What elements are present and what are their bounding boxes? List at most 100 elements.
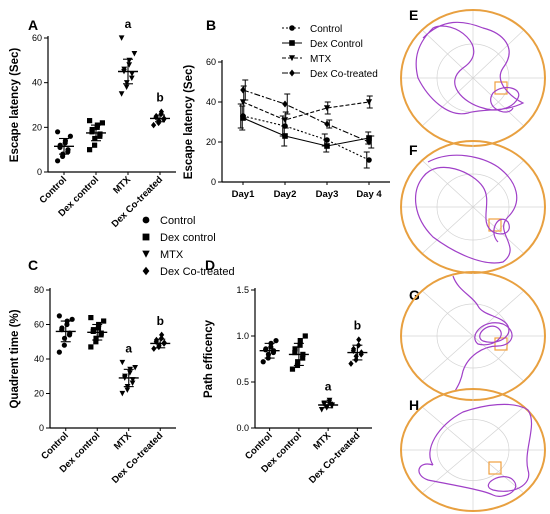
series-line: [242, 89, 370, 143]
series-line: [242, 115, 370, 161]
data-point: [55, 158, 61, 164]
y-tick-label: 0: [39, 423, 44, 433]
legend-label: Control: [160, 215, 195, 227]
panel-label-d: D: [205, 257, 215, 273]
significance-letter: a: [125, 17, 132, 31]
data-point: [323, 105, 331, 112]
data-point: [318, 407, 325, 413]
significance-letter: b: [156, 91, 163, 105]
data-point: [295, 359, 301, 365]
legend-marker: [288, 55, 296, 62]
data-point: [93, 335, 99, 341]
x-category-label: MTX: [112, 430, 134, 452]
y-tick-label: 80: [34, 285, 44, 295]
legend-marker: [142, 266, 150, 276]
y-tick-label: 60: [34, 320, 44, 330]
data-point: [119, 359, 126, 366]
track-panel-h: [400, 388, 546, 512]
x-tick-label: Day3: [316, 189, 339, 200]
legend-marker: [142, 250, 150, 258]
data-point: [356, 336, 362, 343]
data-point: [90, 327, 97, 333]
data-point: [132, 365, 139, 371]
pool-boundary: [400, 388, 546, 512]
series-line: [242, 101, 370, 121]
data-point: [56, 349, 62, 355]
y-tick-label: 20: [206, 137, 216, 147]
swim-track: [415, 154, 518, 264]
legend-label: Dex Co-treated: [310, 69, 378, 80]
x-tick-label: Day1: [232, 189, 255, 200]
panel-label-c: C: [28, 257, 38, 273]
significance-letter: b: [157, 314, 164, 328]
data-point: [101, 318, 107, 324]
significance-letter: b: [354, 319, 361, 333]
data-point: [119, 390, 126, 397]
data-point: [88, 344, 94, 350]
data-point: [92, 135, 98, 142]
data-point: [61, 335, 68, 341]
significance-letter: a: [325, 379, 332, 393]
data-point: [118, 35, 125, 41]
legend-label: Control: [310, 24, 342, 35]
data-point: [151, 121, 157, 129]
pool-inner-ring: [436, 419, 510, 481]
y-tick-label: 0.0: [236, 423, 249, 433]
legend-label: MTX: [160, 249, 184, 261]
data-point: [281, 117, 289, 124]
data-point: [97, 131, 103, 137]
data-point: [99, 120, 105, 126]
data-point: [93, 339, 99, 345]
data-point: [273, 338, 279, 344]
track-panel-g: [400, 271, 546, 401]
chart-b: 0 20 40 60 Escape latency (Sec) Day1 Day2 Day3 D…: [183, 24, 390, 200]
panel-label-g: G: [409, 287, 420, 303]
panel-label-f: F: [409, 142, 418, 158]
data-point: [297, 338, 303, 344]
y-tick-label: 60: [206, 57, 216, 67]
data-point: [67, 133, 73, 139]
legend-marker: [289, 25, 295, 31]
data-point: [239, 99, 247, 106]
y-tick-label: 0.5: [236, 377, 249, 387]
data-point: [92, 142, 98, 148]
swim-track: [415, 21, 525, 115]
legend-label: Dex Control: [310, 39, 363, 50]
data-point: [131, 51, 138, 57]
data-point: [124, 387, 131, 393]
data-point: [302, 333, 308, 339]
y-tick-label: 20: [32, 122, 42, 132]
panel-label-a: A: [28, 17, 38, 33]
data-point: [348, 360, 354, 367]
data-point: [240, 86, 246, 94]
data-point: [282, 133, 288, 139]
panel-label-b: B: [206, 17, 216, 33]
track-panel-f: [400, 140, 546, 274]
data-point: [55, 129, 61, 135]
significance-letter: a: [125, 341, 132, 355]
data-point: [118, 91, 125, 97]
data-point: [366, 138, 372, 146]
y-tick-label: 60: [32, 33, 42, 43]
pool-inner-ring: [436, 303, 510, 369]
data-point: [123, 84, 130, 90]
data-point: [300, 355, 306, 361]
data-point: [128, 75, 135, 82]
x-category-label: Dex Co-treated: [307, 430, 363, 486]
panel-label-e: E: [409, 7, 418, 23]
data-point: [59, 325, 65, 331]
data-point: [151, 345, 157, 352]
data-point: [158, 108, 164, 115]
panel-label-h: H: [409, 397, 419, 413]
data-point: [350, 345, 357, 353]
data-point: [89, 126, 95, 133]
data-point: [324, 143, 330, 149]
y-tick-label: 1.5: [236, 285, 249, 295]
pool-inner-ring: [436, 173, 510, 241]
y-tick-label: 40: [34, 354, 44, 364]
data-point: [121, 66, 128, 73]
y-tick-label: 20: [34, 389, 44, 399]
y-axis-label: Escape latency (Sec): [9, 48, 21, 163]
